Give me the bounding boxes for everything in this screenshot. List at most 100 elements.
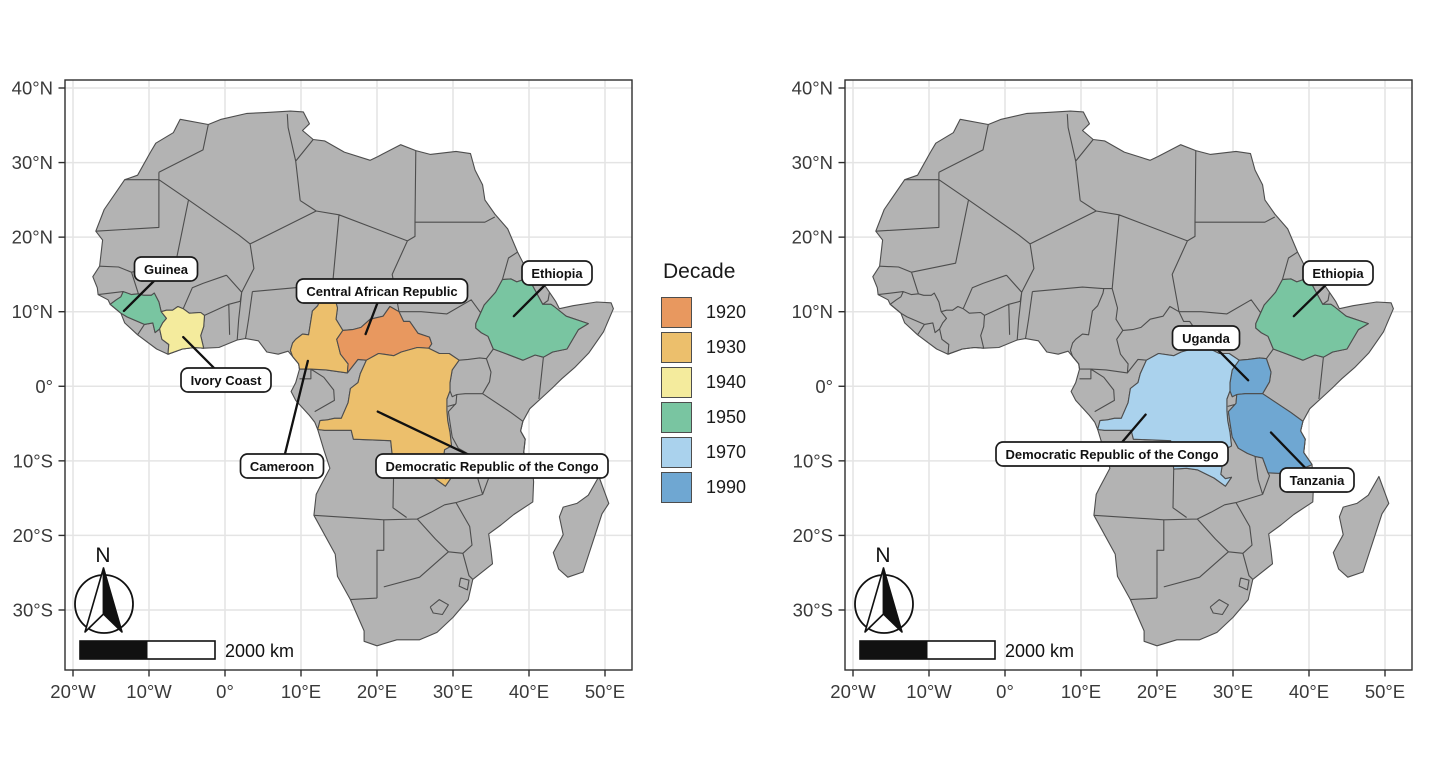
country-ethiopia bbox=[475, 277, 589, 361]
decade-legend: Decade 1920 1930 1940 1950 1970 1990 bbox=[661, 260, 746, 506]
x-tick-label: 40°E bbox=[509, 681, 549, 702]
annotation-label-text: Guinea bbox=[144, 262, 189, 277]
x-tick-label: 0° bbox=[996, 681, 1014, 702]
legend-item-1950: 1950 bbox=[661, 401, 746, 434]
north-arrow-label: N bbox=[95, 544, 110, 567]
x-tick-label: 30°E bbox=[1213, 681, 1253, 702]
annotation-label-text: Ivory Coast bbox=[191, 373, 262, 388]
x-tick-label: 30°E bbox=[433, 681, 473, 702]
annotation-label-box bbox=[521, 260, 593, 286]
country-cameroon bbox=[289, 288, 349, 374]
y-tick-label: 30°S bbox=[13, 599, 53, 620]
annotation-democratic-republic-of-the-congo: Democratic Republic of the Congo bbox=[995, 413, 1229, 467]
legend-swatch-1930 bbox=[661, 332, 692, 363]
legend-label-1920: 1920 bbox=[706, 302, 747, 322]
legend-label-1950: 1950 bbox=[706, 407, 747, 427]
x-tick-label: 20°W bbox=[50, 681, 96, 702]
y-tick-label: 30°N bbox=[792, 152, 833, 173]
x-tick-label: 10°W bbox=[906, 681, 952, 702]
annotation-cameroon: Cameroon bbox=[239, 359, 325, 479]
y-tick-label: 10°N bbox=[792, 301, 833, 322]
annotation-central-african-republic: Central African Republic bbox=[295, 278, 469, 336]
annotation-uganda: Uganda bbox=[1171, 325, 1250, 382]
legend-item-1940: 1940 bbox=[661, 366, 746, 399]
madagascar-island bbox=[552, 475, 610, 578]
annotation-label-text: Democratic Republic of the Congo bbox=[385, 459, 598, 474]
map-panel-right: 20°W 10°W 0° 10°E 20°E 30°E 40°E 50°E 40°N 30°N 20… bbox=[792, 78, 1413, 702]
y-tick-label: 10°N bbox=[12, 301, 53, 322]
north-arrow-right-blade bbox=[882, 567, 903, 633]
country-central-african-republic bbox=[336, 305, 433, 374]
legend-swatch-1950 bbox=[661, 402, 692, 433]
north-arrow-label: N bbox=[875, 544, 890, 567]
country-borders bbox=[875, 114, 1369, 616]
legend-swatch-1990 bbox=[661, 472, 692, 503]
y-tick-label: 40°N bbox=[12, 78, 53, 99]
annotation-ivory-coast: Ivory Coast bbox=[180, 335, 272, 393]
annotation-label-box bbox=[239, 453, 325, 479]
panel-border bbox=[64, 79, 633, 671]
annotation-label-text: Cameroon bbox=[250, 459, 314, 474]
country-ivory-coast bbox=[159, 305, 206, 355]
x-tick-label: 10°W bbox=[126, 681, 172, 702]
north-arrow: N bbox=[854, 544, 914, 634]
legend-item-1990: 1990 bbox=[661, 471, 746, 504]
scale-bar-label: 2000 km bbox=[1005, 641, 1074, 661]
country-ethiopia bbox=[1255, 277, 1369, 361]
country-uganda bbox=[1229, 357, 1272, 398]
y-tick-label: 20°N bbox=[792, 227, 833, 248]
y-tick-label: 20°S bbox=[793, 525, 833, 546]
legend-items: 1920 1930 1940 1950 1970 1990 bbox=[661, 296, 746, 506]
annotation-label-text: Ethiopia bbox=[1312, 266, 1364, 281]
scale-bar-filled-half bbox=[80, 641, 148, 659]
panel-border bbox=[844, 79, 1413, 671]
annotation-label-box bbox=[133, 256, 199, 282]
x-tick-label: 50°E bbox=[585, 681, 625, 702]
x-tick-label: 20°W bbox=[830, 681, 876, 702]
y-tick-label: 10°S bbox=[13, 450, 53, 471]
y-tick-label: 30°S bbox=[793, 599, 833, 620]
annotation-label-box bbox=[1279, 467, 1355, 493]
annotation-leader-line bbox=[280, 359, 309, 468]
annotation-label-box bbox=[1302, 260, 1374, 286]
annotation-label-text: Tanzania bbox=[1290, 473, 1345, 488]
legend-swatch-1920 bbox=[661, 297, 692, 328]
legend-label-1970: 1970 bbox=[706, 442, 747, 462]
x-tick-label: 10°E bbox=[1061, 681, 1101, 702]
legend-swatch-1940 bbox=[661, 367, 692, 398]
y-tick-label: 20°N bbox=[12, 227, 53, 248]
scale-bar: 2000 km bbox=[79, 640, 294, 661]
legend-title: Decade bbox=[663, 260, 736, 283]
legend-label-1940: 1940 bbox=[706, 372, 747, 392]
north-arrow: N bbox=[74, 544, 134, 634]
annotation-label-box bbox=[1171, 325, 1241, 351]
madagascar-island bbox=[1332, 475, 1390, 578]
annotation-democratic-republic-of-the-congo: Democratic Republic of the Congo bbox=[375, 410, 609, 479]
x-tick-label: 40°E bbox=[1289, 681, 1329, 702]
north-arrow-right-blade bbox=[102, 567, 123, 633]
y-tick-label: 0° bbox=[35, 376, 53, 397]
y-tick-label: 40°N bbox=[792, 78, 833, 99]
y-tick-label: 10°S bbox=[793, 450, 833, 471]
annotation-label-text: Democratic Republic of the Congo bbox=[1005, 447, 1218, 462]
map-panel-left: 20°W 10°W 0° 10°E 20°E 30°E 40°E 50°E 40°N 30°N 20… bbox=[12, 78, 633, 702]
annotation-label-box bbox=[375, 453, 609, 479]
legend-label-1930: 1930 bbox=[706, 337, 747, 357]
legend-item-1920: 1920 bbox=[661, 296, 746, 329]
y-tick-label: 30°N bbox=[12, 152, 53, 173]
x-tick-label: 20°E bbox=[1137, 681, 1177, 702]
scale-bar-label: 2000 km bbox=[225, 641, 294, 661]
country-guinea bbox=[109, 291, 168, 334]
y-tick-label: 0° bbox=[815, 376, 833, 397]
annotation-label-box bbox=[295, 278, 469, 304]
annotation-label-box bbox=[995, 441, 1229, 467]
scale-bar: 2000 km bbox=[859, 640, 1074, 661]
x-tick-label: 20°E bbox=[357, 681, 397, 702]
legend-item-1930: 1930 bbox=[661, 331, 746, 364]
x-tick-label: 0° bbox=[216, 681, 234, 702]
x-tick-label: 50°E bbox=[1365, 681, 1405, 702]
annotation-label-box bbox=[180, 367, 272, 393]
annotation-ethiopia: Ethiopia bbox=[512, 260, 593, 318]
